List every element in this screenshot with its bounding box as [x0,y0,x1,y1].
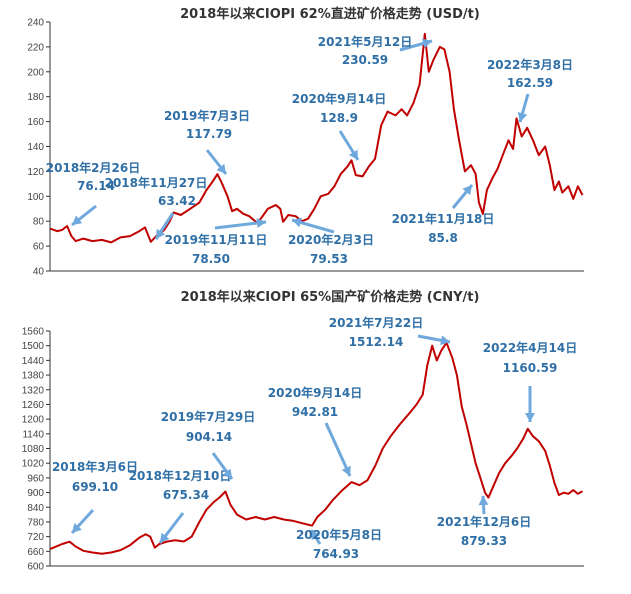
annotation-value: 85.8 [428,231,458,245]
annotation-arrowhead [440,335,450,346]
y-tick-label: 100 [27,192,44,203]
annotation-date: 2020年9月14日 [268,385,362,400]
annotation-arrowhead [341,465,351,476]
y-tick-label: 1380 [22,371,45,382]
annotation-date: 2021年5月12日 [318,34,412,49]
y-tick-label: 160 [27,117,44,128]
annotation-arrowhead [222,468,232,479]
chart-title: 2018年以来CIOPI 65%国产矿价格走势 (CNY/t) [181,289,480,305]
y-tick-label: 780 [27,517,44,528]
annotation-arrow [324,422,352,477]
annotation-date: 2019年11月11日 [165,232,268,247]
annotation-value: 128.9 [320,111,358,125]
y-tick-label: 40 [33,267,45,278]
y-tick-label: 1200 [22,415,45,426]
annotation-arrowhead [72,523,82,533]
annotation-value: 117.79 [186,127,232,141]
annotation-date: 2018年12月10日 [129,468,232,483]
annotation-value: 764.93 [313,547,359,561]
annotation-value: 904.14 [186,430,232,444]
annotation-arrowhead [311,530,321,541]
y-tick-label: 720 [27,532,44,543]
annotation-arrowhead [256,218,266,228]
annotation-arrowhead [525,413,535,422]
annotation-date: 2019年7月3日 [164,108,250,123]
y-tick-label: 1020 [22,459,45,470]
annotation-value: 79.53 [310,252,348,266]
annotation-date: 2018年2月26日 [46,160,140,175]
y-tick-label: 180 [27,92,44,103]
annotation-arrowhead [349,149,358,160]
annotation-date: 2022年3月8日 [487,57,573,72]
chart-title: 2018年以来CIOPI 62%直进矿价格走势 (USD/t) [180,6,480,22]
annotation-arrowhead [292,217,302,228]
annotation-date: 2020年2月3日 [288,232,374,247]
y-tick-label: 1080 [22,444,45,455]
annotation-value: 1160.59 [503,361,558,375]
annotation-date: 2021年12月6日 [437,514,531,529]
y-tick-label: 200 [27,67,44,78]
y-tick-label: 120 [27,167,44,178]
chart-panel-2: 2018年以来CIOPI 65%国产矿价格走势 (CNY/t) 600 660 720… [22,289,584,573]
annotation-arrowhead [160,532,170,543]
annotation-value: 162.59 [507,76,553,90]
y-tick-label: 960 [27,473,44,484]
annotation-value: 942.81 [292,405,338,419]
annotation-date: 2018年11月27日 [105,175,208,190]
annotation-value: 230.59 [342,53,388,67]
y-tick-label: 60 [33,242,45,253]
annotation-date: 2019年7月29日 [161,409,255,424]
annotation-arrowhead [422,38,432,49]
annotation-value: 76.14 [77,179,115,193]
annotation-date: 2020年9月14日 [292,91,386,106]
y-tick-label: 600 [27,562,44,573]
y-tick-label: 1500 [22,341,45,352]
annotation-date: 2018年3月6日 [52,459,138,474]
annotation-date: 2022年4月14日 [483,340,577,355]
annotation-arrowhead [216,163,226,174]
y-tick-label: 660 [27,547,44,558]
y-tick-label: 1320 [22,385,45,396]
y-tick-label: 140 [27,142,44,153]
y-tick-label: 240 [27,18,44,29]
annotation-value: 63.42 [158,194,196,208]
y-tick-label: 1560 [22,327,45,338]
annotation-date: 2021年7月22日 [329,315,423,330]
annotation-value: 1512.14 [349,335,404,349]
y-tick-label: 1440 [22,356,45,367]
annotation-arrowhead [517,112,528,122]
annotation-arrowhead [462,185,472,196]
annotation-value: 879.33 [461,534,507,548]
annotation-date: 2021年11月18日 [392,211,495,226]
annotation-date: 2020年5月8日 [296,527,382,542]
annotation-arrowhead [478,496,489,506]
y-tick-label: 900 [27,488,44,499]
annotation-arrowhead [72,215,83,225]
y-tick-label: 220 [27,42,44,53]
y-tick-label: 1140 [22,429,44,440]
annotation-arrowhead [156,228,166,239]
annotation-value: 675.34 [163,488,209,502]
annotation-value: 78.50 [192,252,230,266]
chart-panel-1: 2018年以来CIOPI 62%直进矿价格走势 (USD/t) 40 60 80 100… [27,6,584,278]
y-tick-label: 80 [33,217,45,228]
annotation-value: 699.10 [72,480,118,494]
price-series-line [49,341,583,555]
y-tick-label: 840 [27,503,44,514]
y-tick-label: 1260 [22,400,45,411]
